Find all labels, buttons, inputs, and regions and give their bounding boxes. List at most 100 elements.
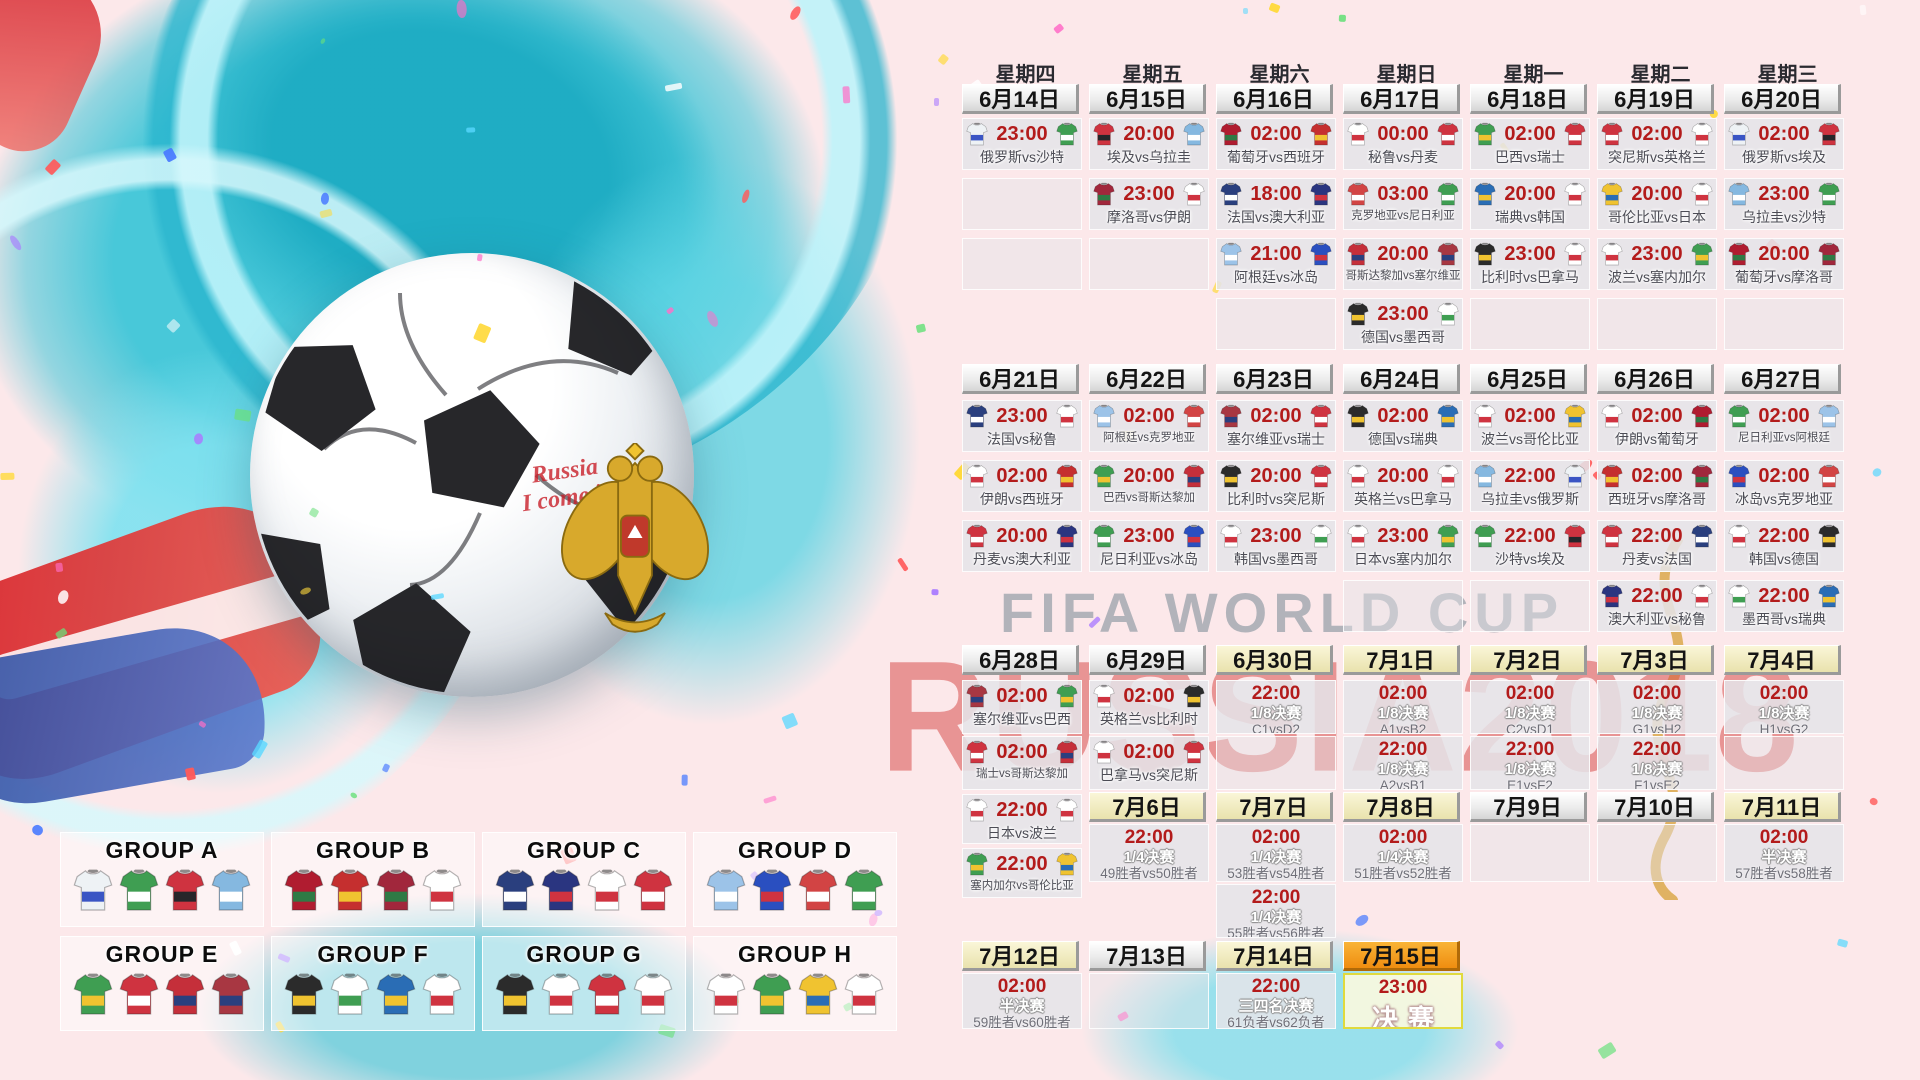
jersey-icon-JPN [844,973,884,1015]
knockout-time: 22:00 [1378,739,1428,760]
empty-cell [962,178,1082,230]
jersey-icon-BEL [1183,684,1205,708]
empty-cell [1470,298,1590,350]
knockout-time: 22:00 [1251,683,1301,704]
match-time: 23:00 [1123,524,1175,547]
match-time: 02:00 [1758,404,1810,427]
date-box: 7月1日 [1343,645,1460,675]
jersey-icon-COL [1601,182,1623,206]
match-cell: 23:00 法国vs秘鲁 [962,400,1082,452]
knockout-cell: 22:00 三四名决赛 61负者vs62负者 [1216,973,1336,1029]
match-teams: 波兰vs哥伦比亚 [1481,431,1579,447]
knockout-time: 02:00 [1759,683,1809,704]
jersey-icon-NGA [1093,524,1115,548]
match-cell: 23:00 俄罗斯vs沙特 [962,118,1082,170]
knockout-pairing: E1vsF2 [1507,778,1553,790]
match-cell: 02:00 尼日利亚vs阿根廷 [1724,400,1844,452]
match-time-row: 22:00 [1598,521,1716,548]
match-cell: 22:00 日本vs波兰 [962,794,1082,844]
jersey-icon-FRA [1220,182,1242,206]
match-time-row: 02:00 [1471,401,1589,428]
match-teams: 摩洛哥vs伊朗 [1107,209,1191,225]
knockout-cell: 02:00 1/8决赛 G1vsH2 [1597,680,1717,734]
match-time-row: 18:00 [1217,179,1335,206]
match-cell: 23:00 尼日利亚vs冰岛 [1089,520,1209,572]
match-time-row: 22:00 [1471,521,1589,548]
jersey-icon-IRN [1601,404,1623,428]
match-cell: 20:00 哥斯达黎加vs塞尔维亚 [1343,238,1463,290]
date-box: 6月16日 [1216,84,1333,114]
jersey-icon-KSA [119,869,159,911]
jersey-icon-AUS [541,869,581,911]
match-time: 23:00 [1758,182,1810,205]
match-teams: 哥斯达黎加vs塞尔维亚 [1345,270,1461,282]
jersey-icon-SEN [1437,524,1459,548]
jersey-icon-ARG [1093,404,1115,428]
match-time-row: 02:00 [1598,401,1716,428]
group-box: GROUP A [60,832,264,927]
knockout-cell: 02:00 1/4决赛 51胜者vs52胜者 [1343,824,1463,882]
match-time: 02:00 [1758,122,1810,145]
jersey-icon-URU [1183,122,1205,146]
knockout-cell: 02:00 1/8决赛 H1vsG2 [1724,680,1844,734]
match-time-row: 20:00 [1090,461,1208,488]
jersey-icon-PER [1056,404,1078,428]
match-time-row: 20:00 [1344,239,1462,266]
jersey-icon-CRC [1347,242,1369,266]
date-box: 7月15日 [1343,941,1460,971]
match-time-row: 02:00 [1217,401,1335,428]
date-box: 6月21日 [962,364,1079,394]
match-cell: 02:00 瑞士vs哥斯达黎加 [962,736,1082,790]
knockout-cell: 02:00 1/8决赛 C2vsD1 [1470,680,1590,734]
soccer-ball: Russia I come in [250,253,709,697]
match-teams: 法国vs澳大利亚 [1227,209,1325,225]
date-box: 6月17日 [1343,84,1460,114]
group-jerseys [694,867,896,913]
match-cell: 02:00 塞尔维亚vs巴西 [962,680,1082,734]
weekday-label: 星期一 [1503,64,1564,86]
weekday-label: 星期四 [995,64,1056,86]
match-time-row: 22:00 [963,795,1081,822]
jersey-icon-ENG [633,973,673,1015]
knockout-pairing: 53胜者vs54胜者 [1227,866,1325,881]
knockout-stage: 1/8决赛 [1250,705,1302,722]
empty-cell [962,238,1082,290]
jersey-icon-AUS [1601,584,1623,608]
match-cell: 22:00 丹麦vs法国 [1597,520,1717,572]
match-time: 18:00 [1250,182,1302,205]
jersey-icon-PER [1347,122,1369,146]
match-cell: 02:00 冰岛vs克罗地亚 [1724,460,1844,512]
group-title: GROUP G [526,941,642,967]
match-time-row: 22:00 [1471,461,1589,488]
match-cell: 22:00 澳大利亚vs秘鲁 [1597,580,1717,632]
match-teams: 西班牙vs摩洛哥 [1608,491,1706,507]
group-title: GROUP E [105,941,219,967]
jersey-icon-BRA [1474,122,1496,146]
match-time: 02:00 [1123,404,1175,427]
match-time: 20:00 [1377,242,1429,265]
knockout-time: 02:00 [1378,683,1428,704]
knockout-pairing: 59胜者vs60胜者 [973,1015,1071,1029]
knockout-pairing: 49胜者vs50胜者 [1100,866,1198,881]
jersey-icon-CRO [798,869,838,911]
date-box: 7月9日 [1470,792,1587,822]
jersey-icon-EGY [1564,524,1586,548]
knockout-pairing: G1vsH2 [1632,722,1682,734]
match-time: 02:00 [1758,464,1810,487]
jersey-icon-PER [587,869,627,911]
group-box: GROUP G [482,936,686,1031]
match-time-row: 23:00 [1090,179,1208,206]
knockout-pairing: H1vsG2 [1759,722,1809,734]
jersey-icon-DEN [966,524,988,548]
match-time: 02:00 [1504,122,1556,145]
match-time: 03:00 [1377,182,1429,205]
knockout-time: 02:00 [997,976,1047,997]
jersey-icon-SUI [1564,122,1586,146]
empty-cell [1470,824,1590,882]
jersey-icon-URU [1474,464,1496,488]
jersey-icon-ESP [1310,122,1332,146]
knockout-time: 22:00 [1632,739,1682,760]
match-time-row: 22:00 [1598,581,1716,608]
match-cell: 02:00 英格兰vs比利时 [1089,680,1209,734]
